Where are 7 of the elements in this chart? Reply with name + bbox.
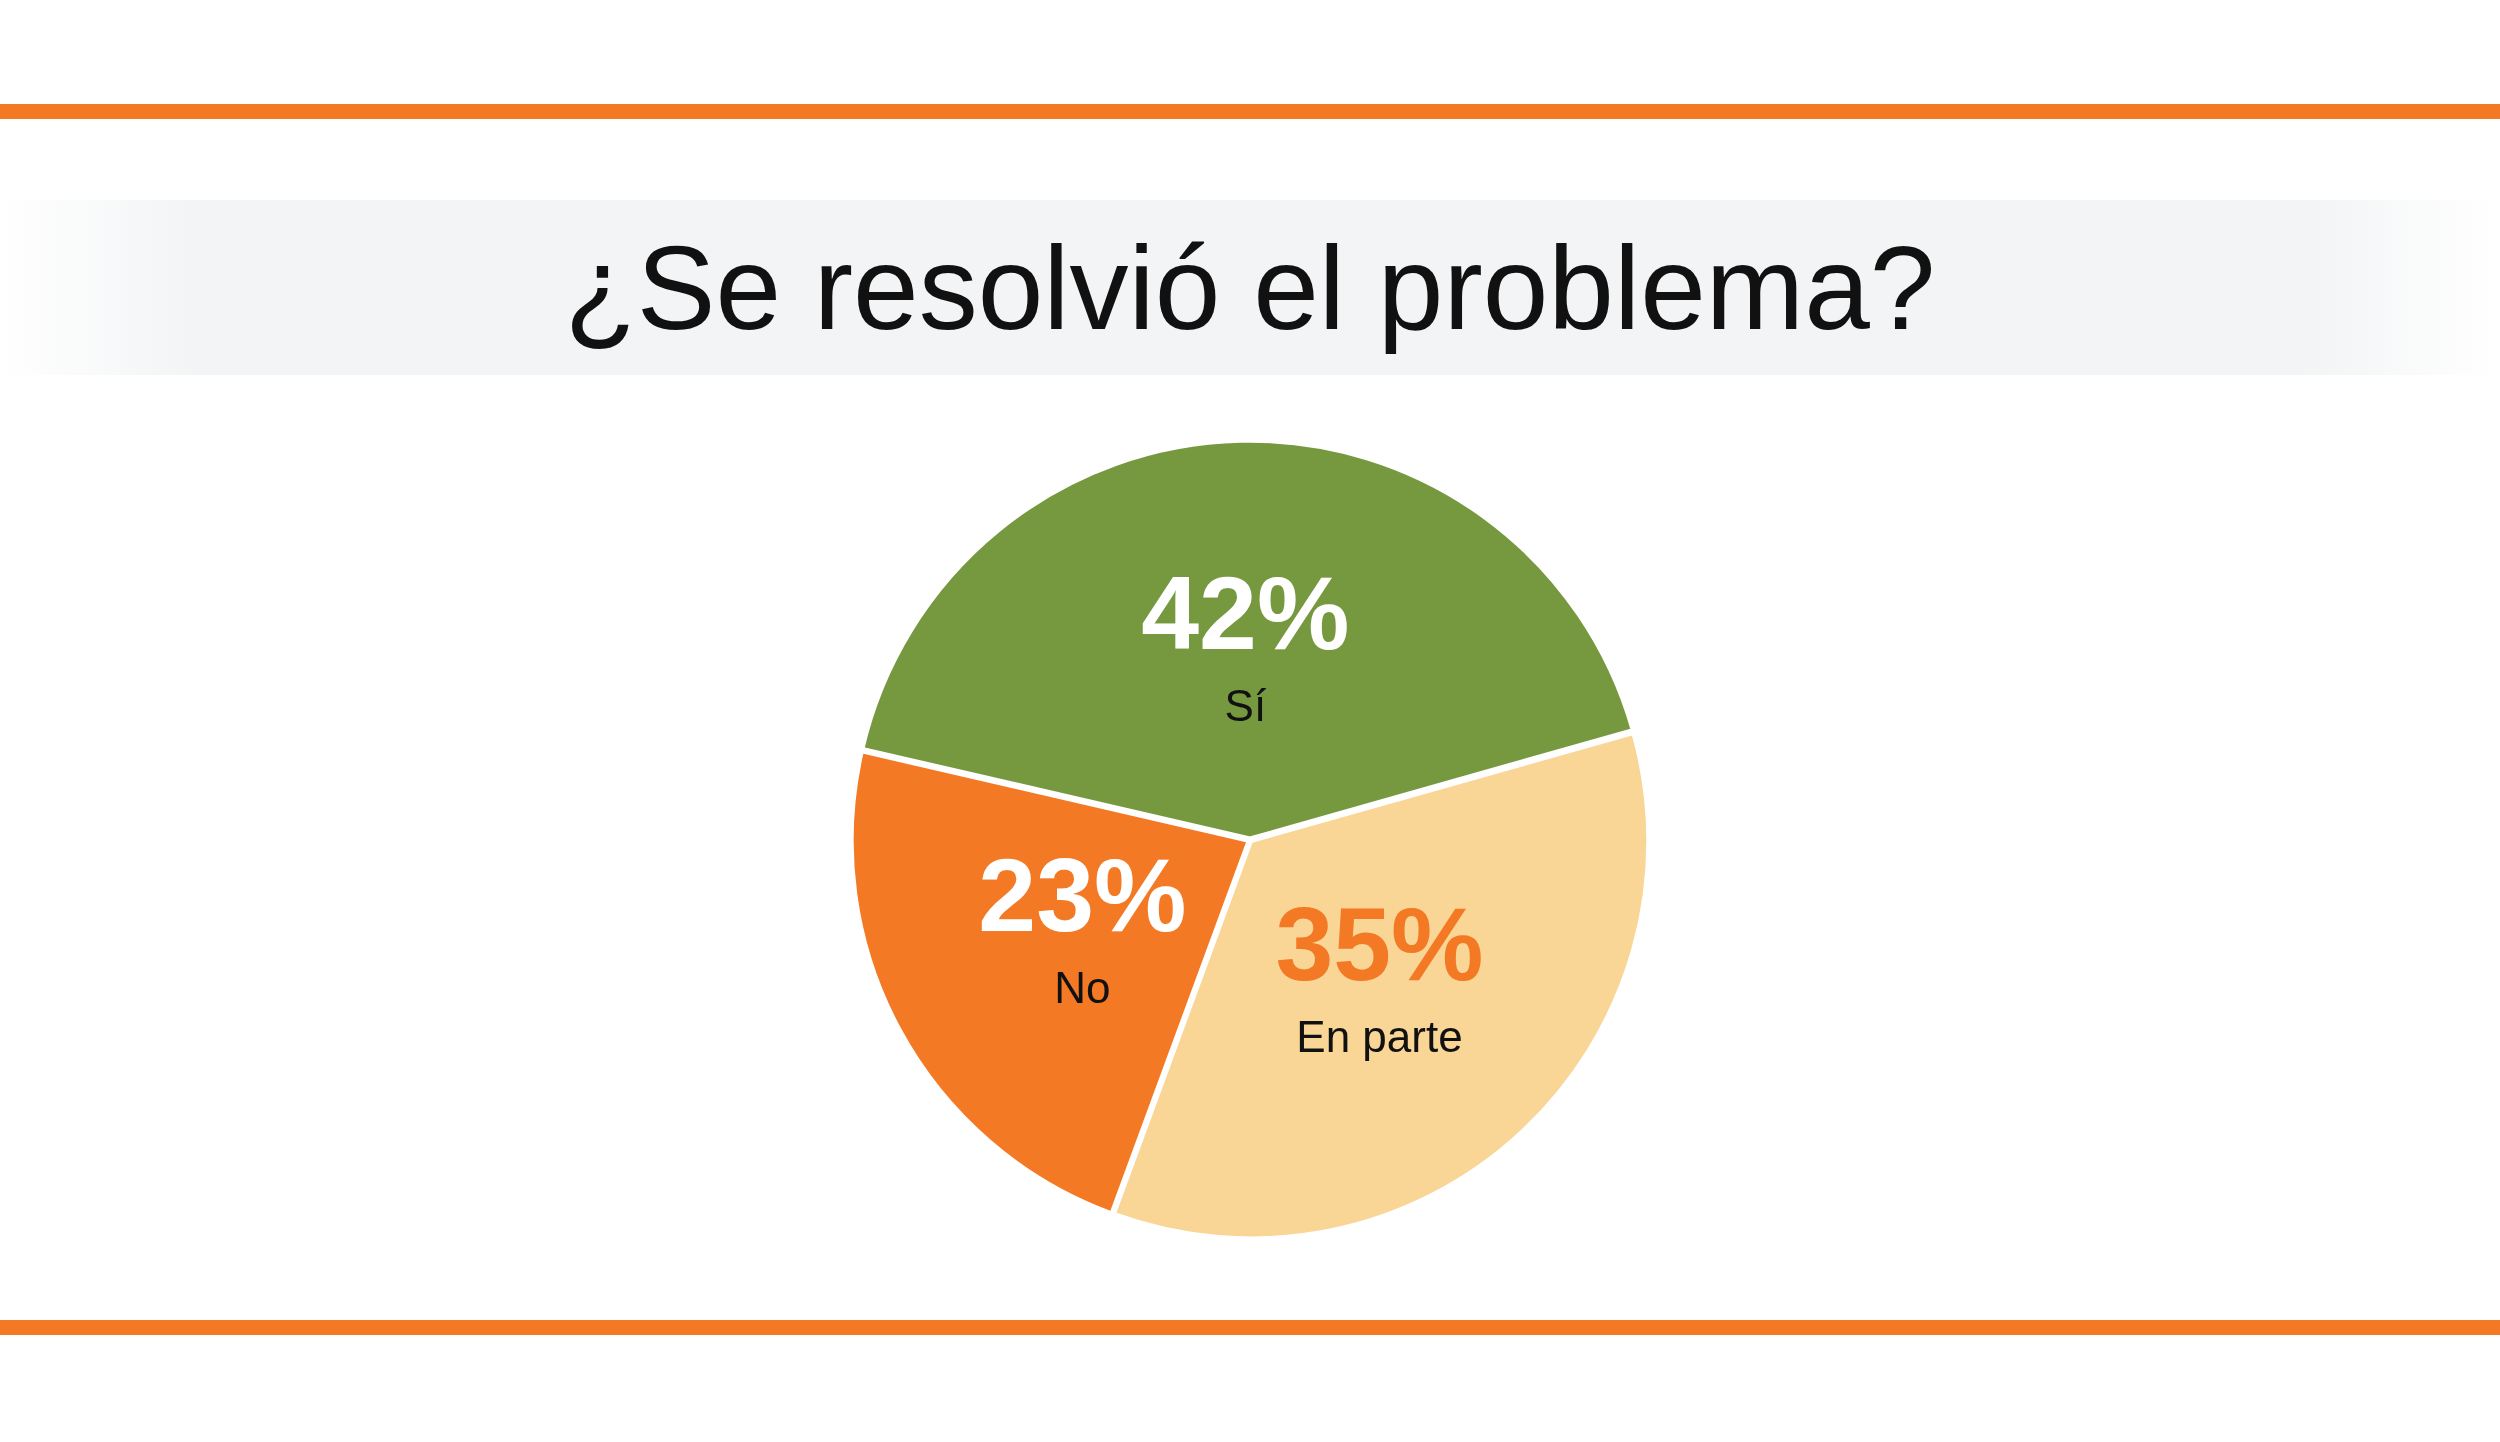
slice-label: Sí <box>1224 681 1267 731</box>
chart-title: ¿Se resolvió el problema? <box>564 220 1936 356</box>
data-label: 23% <box>978 836 1187 953</box>
data-label: 42% <box>1141 555 1350 672</box>
slice-label: En parte <box>1296 1011 1463 1061</box>
slice-label: No <box>1054 962 1111 1012</box>
data-label: 35% <box>1275 885 1484 1002</box>
